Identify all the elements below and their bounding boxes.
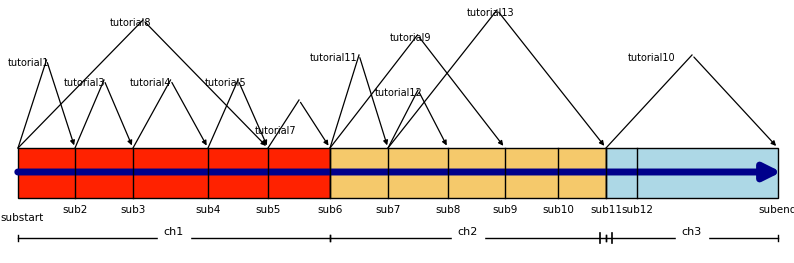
Text: sub6: sub6 <box>318 205 343 215</box>
Text: tutorial5: tutorial5 <box>205 78 247 88</box>
Text: tutorial1: tutorial1 <box>8 58 49 68</box>
Bar <box>330 148 606 198</box>
Text: ch2: ch2 <box>458 227 478 237</box>
Text: sub12: sub12 <box>621 205 653 215</box>
Text: sub7: sub7 <box>376 205 401 215</box>
Text: tutorial9: tutorial9 <box>390 33 431 43</box>
Bar <box>606 148 778 198</box>
Text: sub5: sub5 <box>256 205 281 215</box>
Text: sub2: sub2 <box>62 205 87 215</box>
Text: sub3: sub3 <box>121 205 145 215</box>
Text: tutorial8: tutorial8 <box>110 18 152 28</box>
Text: subend: subend <box>759 205 794 215</box>
Text: tutorial12: tutorial12 <box>375 88 422 98</box>
Text: sub8: sub8 <box>435 205 461 215</box>
Text: sub11: sub11 <box>590 205 622 215</box>
Text: ch3: ch3 <box>682 227 702 237</box>
Text: sub9: sub9 <box>492 205 518 215</box>
Text: tutorial4: tutorial4 <box>130 78 172 88</box>
Text: sub4: sub4 <box>195 205 221 215</box>
Text: tutorial3: tutorial3 <box>64 78 106 88</box>
Text: ch1: ch1 <box>164 227 184 237</box>
Text: tutorial10: tutorial10 <box>628 53 676 63</box>
Text: substart: substart <box>0 213 43 223</box>
Text: tutorial7: tutorial7 <box>255 126 297 136</box>
Text: tutorial13: tutorial13 <box>467 8 515 18</box>
Text: sub10: sub10 <box>542 205 574 215</box>
Text: tutorial11: tutorial11 <box>310 53 357 63</box>
Bar <box>18 148 330 198</box>
